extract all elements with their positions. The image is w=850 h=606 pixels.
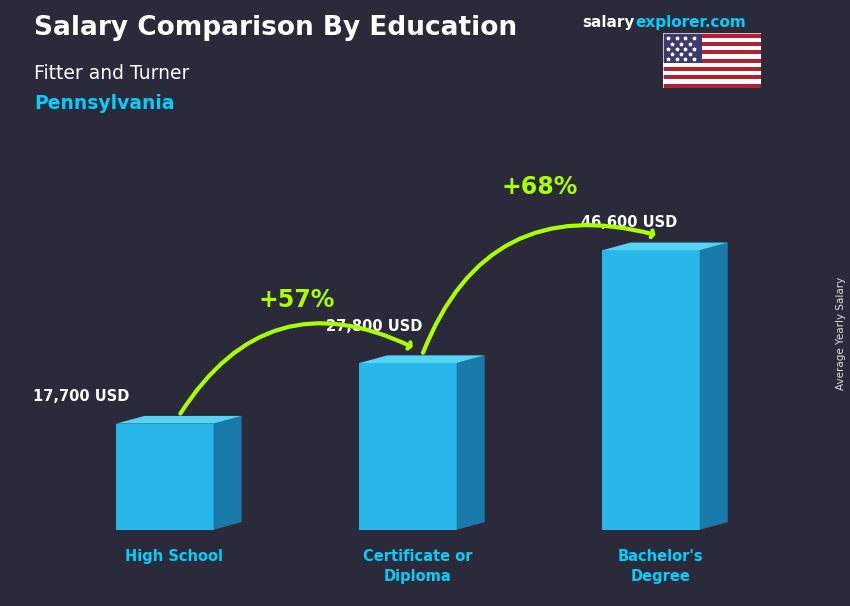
Bar: [663, 38, 761, 42]
Bar: [663, 42, 761, 46]
Bar: [663, 33, 761, 38]
Text: High School: High School: [125, 549, 224, 564]
Text: 46,600 USD: 46,600 USD: [581, 215, 677, 230]
Text: Average Yearly Salary: Average Yearly Salary: [836, 277, 846, 390]
Bar: [663, 46, 761, 50]
Text: Pennsylvania: Pennsylvania: [34, 94, 174, 113]
Bar: [663, 33, 702, 62]
Polygon shape: [603, 250, 700, 530]
Text: +57%: +57%: [258, 288, 335, 311]
Polygon shape: [360, 355, 484, 363]
Bar: [663, 79, 761, 84]
Text: 27,800 USD: 27,800 USD: [326, 319, 422, 335]
Text: Certificate or
Diploma: Certificate or Diploma: [363, 549, 472, 584]
Text: Fitter and Turner: Fitter and Turner: [34, 64, 190, 82]
Polygon shape: [360, 363, 456, 530]
Text: Bachelor's
Degree: Bachelor's Degree: [618, 549, 703, 584]
Polygon shape: [116, 416, 241, 424]
Bar: [663, 50, 761, 55]
Polygon shape: [213, 416, 241, 530]
Polygon shape: [116, 424, 213, 530]
Polygon shape: [456, 355, 484, 530]
Bar: [663, 71, 761, 75]
Text: 17,700 USD: 17,700 USD: [32, 389, 129, 404]
Text: explorer.com: explorer.com: [635, 15, 745, 30]
Polygon shape: [700, 242, 728, 530]
Bar: [663, 62, 761, 67]
Text: salary: salary: [582, 15, 635, 30]
Text: +68%: +68%: [502, 175, 578, 199]
Bar: [663, 67, 761, 71]
Polygon shape: [603, 242, 728, 250]
Bar: [663, 55, 761, 59]
Bar: [663, 59, 761, 62]
Bar: [663, 75, 761, 79]
Bar: [663, 84, 761, 88]
Text: Salary Comparison By Education: Salary Comparison By Education: [34, 15, 517, 41]
